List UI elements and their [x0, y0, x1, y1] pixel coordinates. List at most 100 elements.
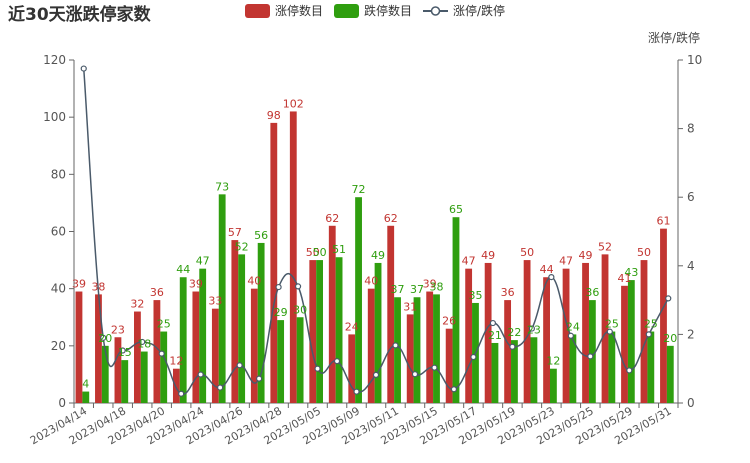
- y-right-tick-label: 4: [687, 259, 695, 273]
- bar-limit-up: [484, 262, 492, 403]
- legend-label-limit-up: 涨停数目: [275, 3, 323, 18]
- ratio-point: [197, 371, 204, 378]
- data-label-limit-up: 50: [637, 246, 651, 259]
- ratio-point: [217, 384, 224, 391]
- data-label-limit-up: 40: [364, 275, 378, 288]
- data-label-limit-down: 49: [371, 249, 385, 262]
- chart-title: 近30天涨跌停家数: [8, 4, 152, 25]
- bar-limit-up: [211, 308, 219, 403]
- data-label-limit-up: 47: [559, 255, 573, 268]
- data-label-limit-up: 44: [540, 263, 554, 276]
- ratio-point: [80, 65, 87, 72]
- data-label-limit-up: 57: [228, 226, 242, 239]
- bar-limit-down: [160, 331, 168, 403]
- ratio-point: [470, 353, 477, 361]
- ratio-point: [626, 367, 633, 374]
- data-label-limit-down: 37: [410, 283, 424, 296]
- data-label-limit-down: 47: [196, 255, 210, 268]
- data-label-limit-up: 39: [423, 278, 437, 291]
- ratio-point: [255, 375, 263, 382]
- bar-limit-down: [199, 268, 207, 403]
- bar-limit-down: [433, 294, 440, 403]
- bar-limit-down: [588, 300, 596, 403]
- legend-marker-ratio: [430, 6, 441, 16]
- data-label-limit-down: 24: [566, 320, 580, 333]
- legend-item-ratio[interactable]: 涨停/跌停: [423, 3, 505, 18]
- data-label-limit-up: 52: [598, 240, 612, 253]
- data-label-limit-down: 37: [391, 283, 405, 296]
- data-label-limit-down: 52: [235, 240, 249, 253]
- bar-limit-up: [621, 285, 628, 403]
- data-label-limit-down: 25: [157, 318, 171, 331]
- ratio-point: [431, 364, 438, 371]
- data-label-limit-down: 43: [624, 266, 638, 279]
- ratio-point: [353, 388, 360, 395]
- data-label-limit-down: 25: [644, 318, 658, 331]
- legend-swatch-limit-up: [245, 4, 270, 18]
- bar-limit-up: [367, 288, 375, 403]
- data-labels: 39 38233236123933574098102506224406231392…: [72, 97, 677, 390]
- ratio-point: [392, 342, 399, 349]
- ratio-point: [178, 390, 185, 397]
- ratio-point: [645, 331, 652, 338]
- data-label-limit-down: 65: [449, 203, 463, 216]
- ratio-point: [509, 343, 516, 350]
- bar-limit-down: [413, 297, 421, 403]
- legend-item-limit-down[interactable]: 跌停数目: [334, 3, 412, 18]
- ratio-point: [528, 325, 535, 332]
- data-label-limit-up: 38: [91, 280, 105, 293]
- bar-limit-down: [296, 317, 304, 403]
- y-left-tick-label: 40: [51, 282, 66, 296]
- bar-limit-up: [465, 268, 473, 403]
- bar-limit-down: [355, 197, 362, 403]
- data-label-limit-up: 61: [656, 215, 670, 228]
- legend-item-limit-up[interactable]: 涨停数目: [245, 3, 323, 18]
- ratio-point: [275, 283, 282, 291]
- data-label-limit-up: 31: [403, 300, 417, 313]
- data-label-limit-up: 23: [111, 323, 125, 336]
- bar-limit-down: [140, 351, 148, 403]
- data-label-limit-down: 25: [605, 318, 619, 331]
- y-right-tick-label: 0: [687, 396, 695, 410]
- data-label-limit-up: 50: [520, 246, 534, 259]
- y-left-tick-label: 120: [43, 53, 66, 67]
- bar-limit-down: [647, 331, 655, 403]
- bar-limit-up: [250, 288, 258, 403]
- data-label-limit-up: 39: [72, 278, 86, 291]
- data-label-limit-up: 24: [345, 320, 359, 333]
- data-label-limit-down: 72: [352, 183, 366, 196]
- data-label-limit-up: 47: [462, 255, 476, 268]
- bar-limit-up: [75, 291, 83, 403]
- data-label-limit-down: 36: [585, 286, 599, 299]
- data-label-limit-up: 49: [481, 249, 495, 262]
- data-label-limit-down: 12: [546, 355, 560, 368]
- ratio-point: [665, 295, 672, 302]
- data-label-limit-down: 21: [488, 329, 502, 342]
- bar-limit-down: [452, 217, 460, 403]
- data-label-limit-up: 33: [208, 295, 222, 308]
- bar-limit-down: [238, 254, 246, 403]
- bar-limit-up: [289, 111, 297, 403]
- bar-limit-down: [530, 337, 538, 403]
- bar-limit-up: [348, 334, 356, 403]
- ratio-point: [606, 328, 613, 335]
- bar-limit-up: [231, 240, 239, 403]
- data-label-limit-down: 51: [332, 243, 346, 256]
- bar-limit-up: [192, 291, 200, 403]
- bar-limit-up: [387, 225, 395, 403]
- data-label-limit-down: 30: [293, 303, 307, 316]
- ratio-point: [100, 334, 107, 341]
- data-label-limit-down: 22: [507, 326, 521, 339]
- data-label-limit-down: 50: [313, 246, 327, 259]
- bar-limit-down: [374, 262, 382, 403]
- data-label-limit-down: 29: [274, 306, 288, 319]
- ratio-point: [372, 371, 380, 378]
- bar-limit-down: [218, 194, 226, 403]
- bar-limit-up: [601, 254, 609, 403]
- data-label-limit-up: 26: [442, 315, 456, 328]
- y-left-tick-label: 80: [51, 167, 66, 181]
- ratio-point: [489, 319, 497, 327]
- legend[interactable]: 涨停数目 跌停数目 涨停/跌停: [245, 3, 505, 18]
- legend-swatch-limit-down: [334, 4, 359, 18]
- bar-limit-down: [101, 345, 109, 403]
